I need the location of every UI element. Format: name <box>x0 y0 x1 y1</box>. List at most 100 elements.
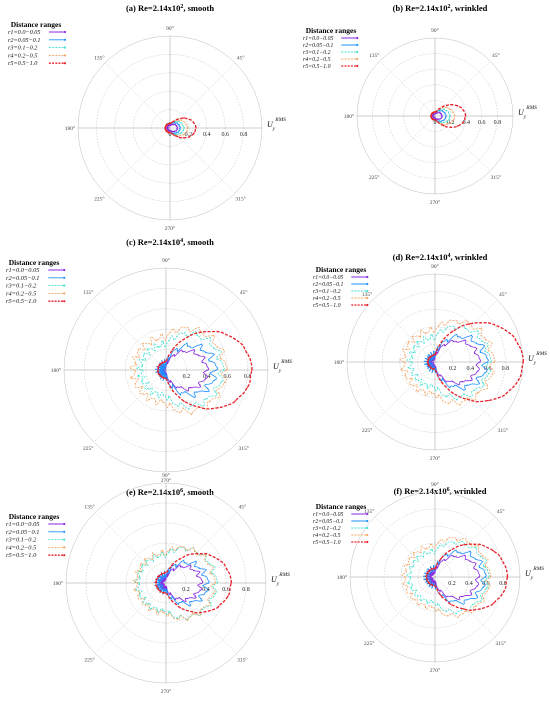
legend-label-r1: r1=0.0−0.05 <box>6 267 39 274</box>
data-point-r1 <box>478 576 480 578</box>
data-point-r4 <box>445 123 447 125</box>
data-point-r2 <box>469 550 471 553</box>
data-point-r4 <box>457 616 459 618</box>
data-point-r3 <box>416 556 418 558</box>
data-point-r2 <box>160 369 163 371</box>
radial-tick-label: 0.8 <box>242 587 250 593</box>
data-point-r2 <box>439 110 441 112</box>
data-point-r4 <box>161 550 164 552</box>
legend-label-r5: r5=0.5−1.0 <box>303 64 331 70</box>
data-point-r1 <box>169 593 171 596</box>
data-point-r2 <box>177 131 180 133</box>
data-point-r3 <box>431 334 433 336</box>
legend-marker-r4 <box>63 54 67 57</box>
data-point-r3 <box>464 327 466 330</box>
data-point-r3 <box>447 112 450 114</box>
data-point-r4 <box>212 334 215 337</box>
data-point-r1 <box>471 377 473 379</box>
data-point-r3 <box>174 133 177 135</box>
data-point-r2 <box>427 356 429 358</box>
data-point-r4 <box>214 582 216 584</box>
legend-label-r1: r1=0.0−0.05 <box>6 521 39 528</box>
data-point-r1 <box>469 560 471 563</box>
data-point-r2 <box>158 582 161 584</box>
data-point-r2 <box>443 119 445 121</box>
data-point-r4 <box>161 333 163 336</box>
data-point-r3 <box>453 327 456 329</box>
data-point-r2 <box>427 568 429 570</box>
data-point-r1 <box>201 361 203 363</box>
data-point-r2 <box>216 369 218 371</box>
data-point-r2 <box>164 370 166 372</box>
data-point-r5 <box>171 564 173 567</box>
data-point-r3 <box>216 358 218 360</box>
radial-tick-label: 0.6 <box>223 374 231 380</box>
data-point-r3 <box>431 601 434 603</box>
legend-label-r5: r5=0.5−1.0 <box>8 60 38 67</box>
data-point-r3 <box>157 394 159 396</box>
data-point-r4 <box>168 549 171 551</box>
data-point-r5 <box>452 330 454 332</box>
legend: Distance rangesr1=0.0−0.05r2=0.05−0.1r3=… <box>313 502 369 546</box>
data-point-r4 <box>187 127 189 129</box>
legend-marker-r3 <box>366 526 369 530</box>
data-point-r5 <box>440 595 442 597</box>
data-point-r4 <box>493 361 496 363</box>
data-point-r5 <box>432 368 434 370</box>
data-point-r4 <box>168 403 171 405</box>
data-point-r1 <box>189 564 192 566</box>
data-point-r4 <box>186 619 189 621</box>
data-point-r5 <box>159 375 162 377</box>
data-point-r5 <box>487 399 489 402</box>
data-point-r4 <box>209 572 211 575</box>
legend-label-r4: r4=0.2−0.5 <box>6 290 36 297</box>
data-point-r3 <box>448 118 450 120</box>
data-point-r4 <box>183 133 185 135</box>
data-point-r4 <box>140 564 142 566</box>
data-point-r1 <box>443 344 446 347</box>
data-point-r1 <box>196 575 198 578</box>
data-point-r4 <box>188 329 190 331</box>
data-point-r3 <box>420 599 423 601</box>
legend-marker-r5 <box>366 540 369 544</box>
data-point-r4 <box>208 601 210 603</box>
radial-tick-label: 0.8 <box>244 374 252 380</box>
data-point-r2 <box>445 115 447 117</box>
data-point-r2 <box>444 117 447 119</box>
series-line-r3 <box>135 331 225 410</box>
legend-label-r5: r5=0.5−1.0 <box>313 303 341 309</box>
data-point-r1 <box>205 377 207 380</box>
data-point-r2 <box>161 584 164 587</box>
legend-label-r4: r4=0.2−0.5 <box>313 295 341 302</box>
data-point-r2 <box>183 562 185 564</box>
data-point-r1 <box>164 580 166 582</box>
data-point-r4 <box>407 341 409 344</box>
data-point-r5 <box>433 368 435 370</box>
series-line-r4 <box>128 326 229 415</box>
data-point-r3 <box>176 548 178 551</box>
data-point-r4 <box>136 576 139 578</box>
legend-marker-r2 <box>366 282 369 286</box>
angle-label: 225° <box>369 174 379 181</box>
data-point-r1 <box>173 355 175 357</box>
data-point-r1 <box>464 339 466 341</box>
legend-label-r3: r3=0.1−0.2 <box>6 537 37 544</box>
data-point-r4 <box>151 558 153 560</box>
grid-spoke <box>374 516 436 578</box>
angle-label: 90° <box>431 263 439 270</box>
data-point-r5 <box>157 369 159 371</box>
grid-spoke <box>434 516 496 578</box>
data-point-r2 <box>455 384 457 387</box>
data-point-r5 <box>429 365 431 367</box>
data-point-r1 <box>181 350 184 353</box>
data-point-r3 <box>194 402 197 404</box>
panel-title: (f) Re=2.14x106, wrinkled <box>394 486 487 496</box>
legend-label-r1: r1=0.0−0.05 <box>8 29 40 36</box>
data-point-r4 <box>204 554 206 556</box>
data-point-r1 <box>180 386 183 388</box>
polar-grid <box>346 273 524 451</box>
data-point-r5 <box>427 362 429 365</box>
data-point-r5 <box>156 371 159 373</box>
data-point-r5 <box>234 338 236 340</box>
data-point-r4 <box>452 111 454 113</box>
